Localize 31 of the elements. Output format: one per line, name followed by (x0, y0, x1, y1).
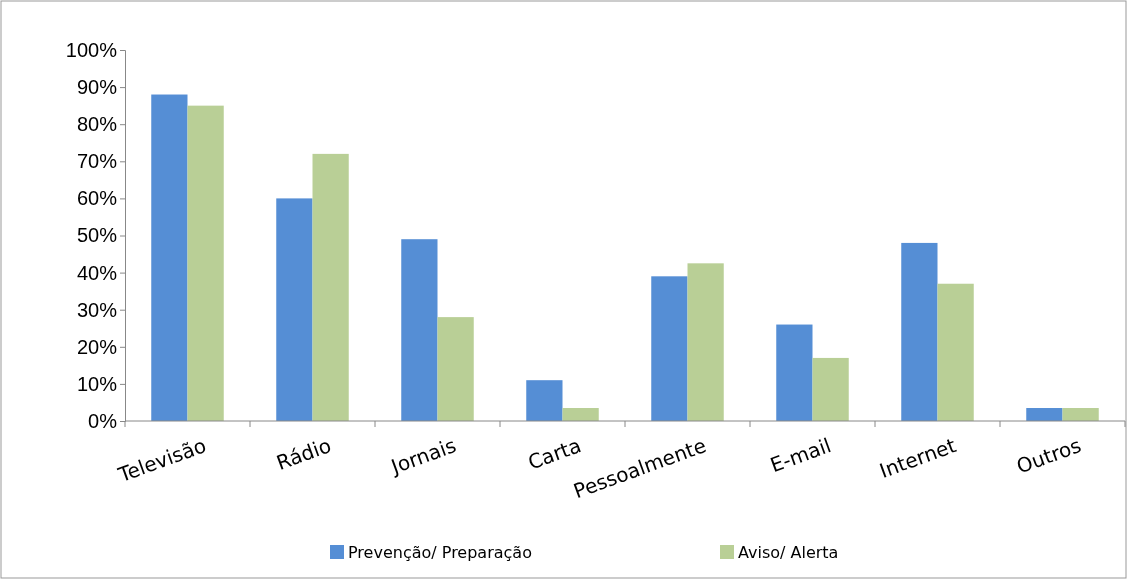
bar (401, 239, 438, 421)
y-tick-label: 40% (76, 261, 118, 284)
bar (151, 94, 188, 421)
legend-label: Prevenção/ Preparação (348, 543, 532, 562)
y-tick-label: 50% (76, 224, 118, 247)
bar (901, 242, 938, 421)
y-tick-label: 100% (65, 38, 118, 61)
y-tick-label: 10% (76, 372, 118, 395)
y-tick-label: 20% (76, 335, 118, 358)
bar (187, 105, 224, 421)
bar (687, 263, 724, 421)
x-tick-label: Outros (1013, 433, 1085, 479)
bar (937, 283, 974, 421)
y-tick-label: 80% (76, 113, 118, 136)
bar (562, 408, 599, 421)
y-tick-label: 70% (76, 150, 118, 173)
y-tick-label: 0% (88, 409, 118, 432)
bar (276, 198, 313, 421)
bar (526, 380, 563, 421)
bar (312, 153, 349, 421)
bar (437, 317, 474, 421)
bar (1062, 408, 1099, 421)
legend-label: Aviso/ Alerta (738, 543, 839, 562)
bar (1026, 408, 1063, 421)
y-tick-label: 60% (76, 187, 118, 210)
y-tick-label: 30% (76, 298, 118, 321)
x-tick-label: Rádio (273, 433, 335, 475)
bar (651, 276, 688, 421)
bar (776, 324, 813, 421)
bar (812, 357, 849, 421)
y-tick-label: 90% (76, 76, 118, 98)
